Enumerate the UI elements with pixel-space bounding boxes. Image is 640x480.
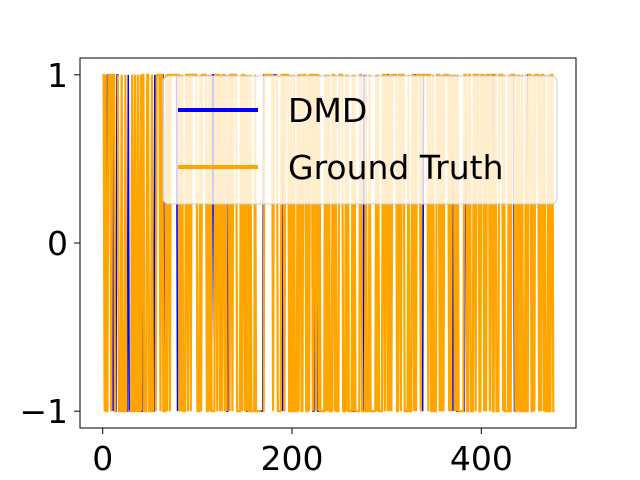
legend-label-dmd: DMD [288, 91, 367, 130]
series-line-ground-truth [102, 73, 555, 413]
y-tick-label: −1 [19, 392, 68, 431]
legend-box [162, 75, 558, 205]
y-tick-label: 1 [47, 56, 68, 95]
x-axis: 0 200 400 [92, 428, 513, 478]
x-tick-label: 400 [450, 439, 513, 478]
x-tick-label: 0 [92, 439, 113, 478]
x-tick-label: 200 [261, 439, 324, 478]
legend-label-ground-truth: Ground Truth [288, 148, 504, 187]
legend: DMD Ground Truth [162, 75, 558, 205]
y-axis: −1 0 1 [19, 56, 80, 431]
y-tick-label: 0 [47, 224, 68, 263]
series-layer [102, 73, 555, 413]
